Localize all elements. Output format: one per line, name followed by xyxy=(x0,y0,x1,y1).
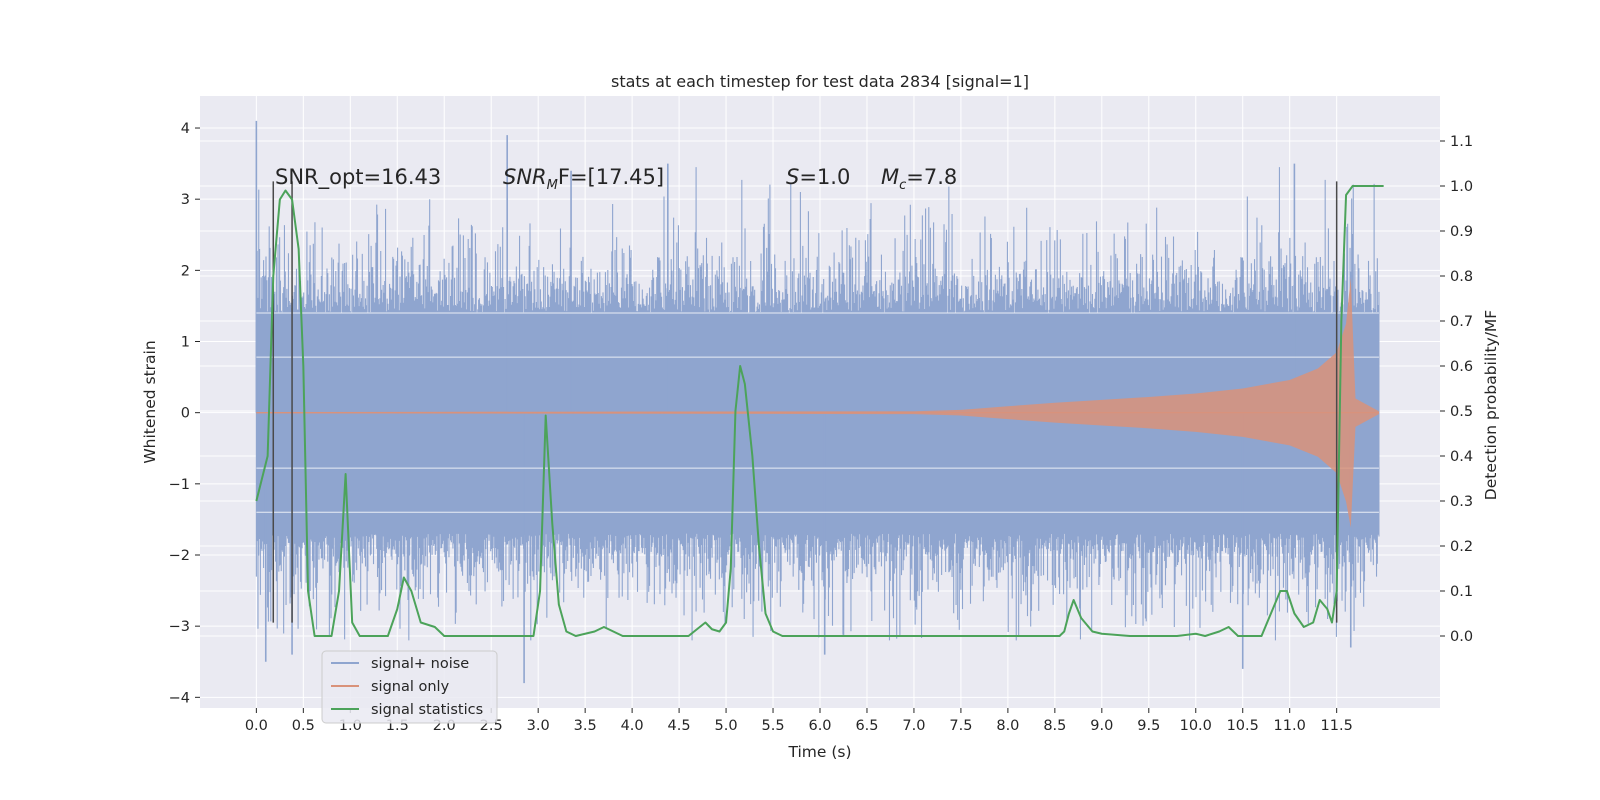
y-tick-label: 4 xyxy=(181,121,190,137)
y-right-tick-label: 0.5 xyxy=(1450,404,1473,420)
annotation-snr-opt: SNR_opt=16.43 xyxy=(275,165,441,190)
y-right-tick-label: 0.1 xyxy=(1450,584,1473,600)
x-tick-label: 7.0 xyxy=(902,718,925,734)
y-axis-label: Whitened strain xyxy=(141,340,159,463)
x-tick-label: 7.5 xyxy=(949,718,972,734)
x-tick-label: 6.5 xyxy=(855,718,878,734)
y-tick-label: 3 xyxy=(181,192,190,208)
x-tick-label: 3.5 xyxy=(574,718,597,734)
y-tick-label: 0 xyxy=(181,406,190,422)
x-tick-label: 9.0 xyxy=(1090,718,1113,734)
chart-title: stats at each timestep for test data 283… xyxy=(611,72,1029,91)
y-right-tick-label: 0.0 xyxy=(1450,629,1473,645)
x-tick-label: 4.5 xyxy=(668,718,691,734)
y-tick-label: 1 xyxy=(181,335,190,351)
x-tick-label: 4.0 xyxy=(621,718,644,734)
y-right-tick-label: 1.0 xyxy=(1450,179,1473,195)
x-tick-label: 6.0 xyxy=(808,718,831,734)
x-tick-label: 8.0 xyxy=(996,718,1019,734)
x-tick-label: 11.5 xyxy=(1321,718,1353,734)
annotation-snr-mf: SNRMF=[17.45] xyxy=(503,165,664,193)
y-axis-right-label: Detection probability/MF xyxy=(1482,310,1500,501)
y-tick-label: −4 xyxy=(169,690,190,706)
x-tick-label: 5.0 xyxy=(715,718,738,734)
y-right-tick-label: 0.6 xyxy=(1450,359,1473,375)
legend-label-signal-only: signal only xyxy=(371,679,450,695)
y-right-tick-label: 0.3 xyxy=(1450,494,1473,510)
y-tick-label: 2 xyxy=(181,263,190,279)
y-tick-label: −1 xyxy=(169,477,190,493)
x-tick-label: 9.5 xyxy=(1137,718,1160,734)
x-tick-label: 3.0 xyxy=(527,718,550,734)
series-signal-noise xyxy=(255,120,1380,684)
x-axis-label: Time (s) xyxy=(787,743,851,761)
legend-label-signal-statistics: signal statistics xyxy=(371,702,483,718)
legend-box xyxy=(321,650,498,724)
x-tick-label: 0.5 xyxy=(292,718,315,734)
legend-label-signal-noise: signal+ noise xyxy=(371,656,469,672)
legend: signal+ noise signal only signal statist… xyxy=(321,650,498,724)
annotation-mc: Mc=7.8 xyxy=(881,165,957,193)
y-right-tick-label: 1.1 xyxy=(1450,134,1473,150)
y-right-tick-label: 0.7 xyxy=(1450,314,1473,330)
x-tick-label: 10.0 xyxy=(1180,718,1212,734)
y-tick-label: −3 xyxy=(169,619,190,635)
y-axis-right: 1.1 1.0 0.9 0.8 0.7 0.6 0.5 0.4 0.3 0.2 0.1 0.0 xyxy=(1440,134,1473,645)
y-right-tick-label: 0.9 xyxy=(1450,224,1473,240)
x-tick-label: 10.5 xyxy=(1227,718,1259,734)
y-right-tick-label: 0.8 xyxy=(1450,269,1473,285)
y-right-tick-label: 0.2 xyxy=(1450,539,1473,555)
y-right-tick-label: 0.4 xyxy=(1450,449,1473,465)
signal-only-envelope xyxy=(256,277,1379,528)
y-axis-left: 4 3 2 1 0 −1 −2 −3 −4 xyxy=(169,121,200,706)
y-tick-label: −2 xyxy=(169,548,190,564)
annotation-s: S=1.0 xyxy=(786,165,850,189)
x-tick-label: 5.5 xyxy=(761,718,784,734)
x-tick-label: 8.5 xyxy=(1043,718,1066,734)
x-tick-label: 11.0 xyxy=(1274,718,1306,734)
series-signal-statistics xyxy=(255,185,1384,637)
signal-statistics-line xyxy=(255,185,1384,637)
series-signal-only xyxy=(256,277,1379,528)
x-tick-label: 0.0 xyxy=(245,718,268,734)
